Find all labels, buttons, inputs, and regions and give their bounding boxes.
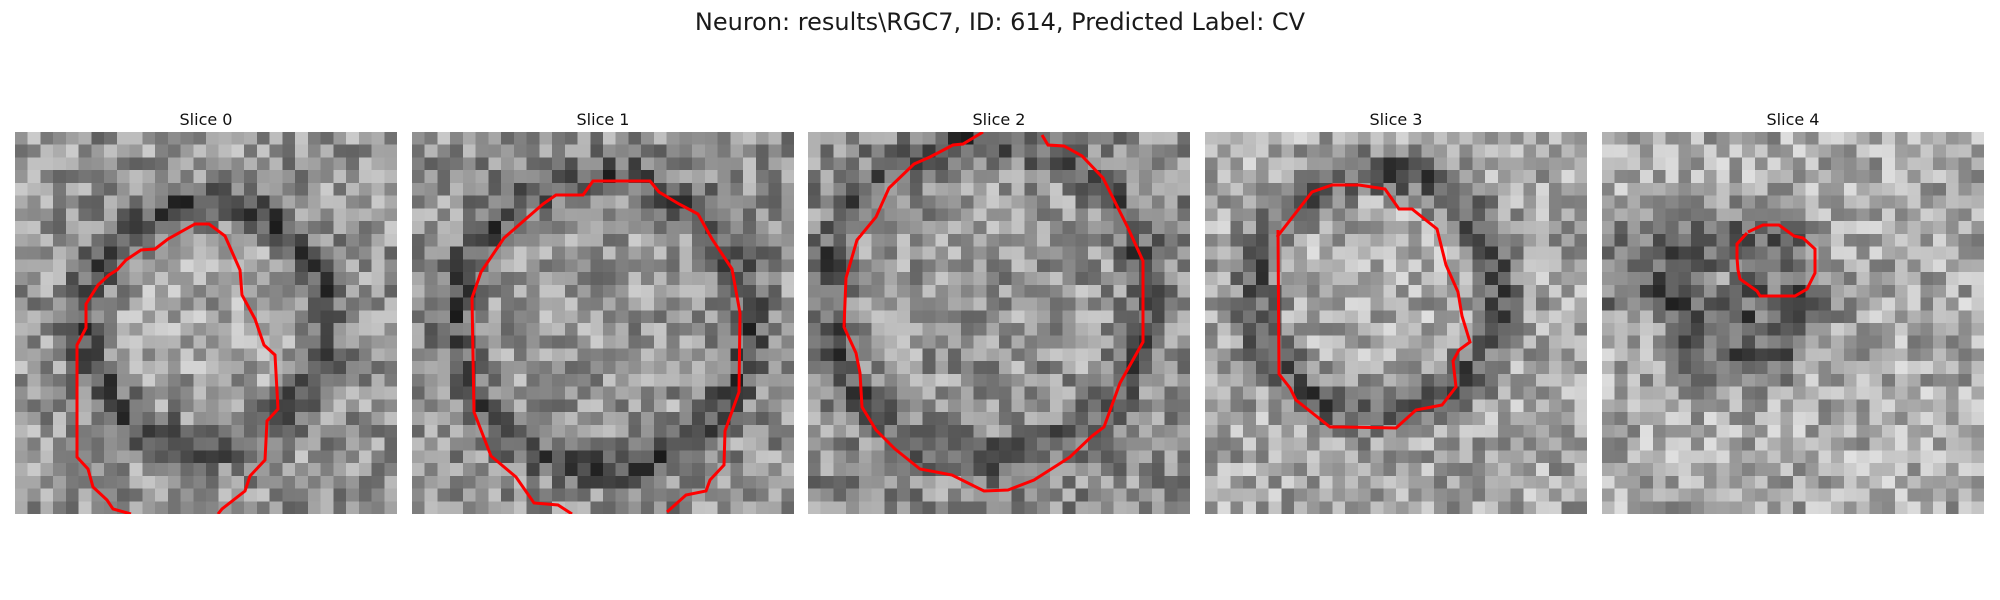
slice-image-0 — [15, 132, 397, 514]
figure-title: Neuron: results\RGC7, ID: 614, Predicted… — [694, 8, 1306, 36]
slice-image-3 — [1205, 132, 1587, 514]
slice-title-3: Slice 3 — [1369, 110, 1423, 129]
slice-panel-4: Slice 4 — [1602, 108, 1984, 514]
slice-image-1 — [412, 132, 794, 514]
slice-title-0: Slice 0 — [179, 110, 233, 129]
slice-panel-1: Slice 1 — [412, 108, 794, 514]
segmentation-contour-3 — [1275, 183, 1472, 430]
segmentation-contour-2 — [842, 132, 1145, 493]
slice-panel-0: Slice 0 — [15, 108, 397, 514]
slice-panel-2: Slice 2 — [808, 108, 1190, 514]
segmentation-contour-1 — [470, 179, 742, 514]
segmentation-contour-4 — [1735, 223, 1817, 298]
slice-image-2 — [808, 132, 1190, 514]
slice-title-2: Slice 2 — [972, 110, 1026, 129]
slice-title-4: Slice 4 — [1766, 110, 1820, 129]
slice-title-1: Slice 1 — [576, 110, 630, 129]
slice-image-4 — [1602, 132, 1984, 514]
slice-panel-3: Slice 3 — [1205, 108, 1587, 514]
segmentation-contour-0 — [75, 222, 280, 514]
